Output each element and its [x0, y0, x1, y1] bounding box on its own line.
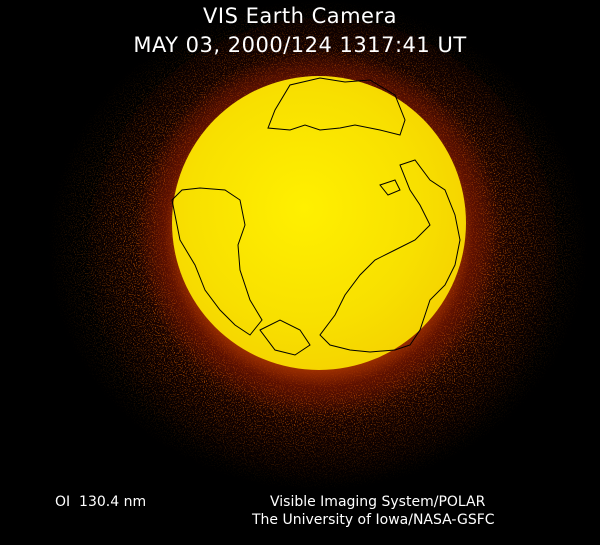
- image-title: VIS Earth Camera: [203, 4, 397, 28]
- institution-credit: The University of Iowa/NASA-GSFC: [252, 512, 495, 528]
- earth-disk: [172, 76, 466, 370]
- wavelength-label: OI 130.4 nm: [55, 494, 147, 510]
- instrument-credit: Visible Imaging System/POLAR: [270, 494, 486, 510]
- capture-timestamp: MAY 03, 2000/124 1317:41 UT: [133, 33, 467, 57]
